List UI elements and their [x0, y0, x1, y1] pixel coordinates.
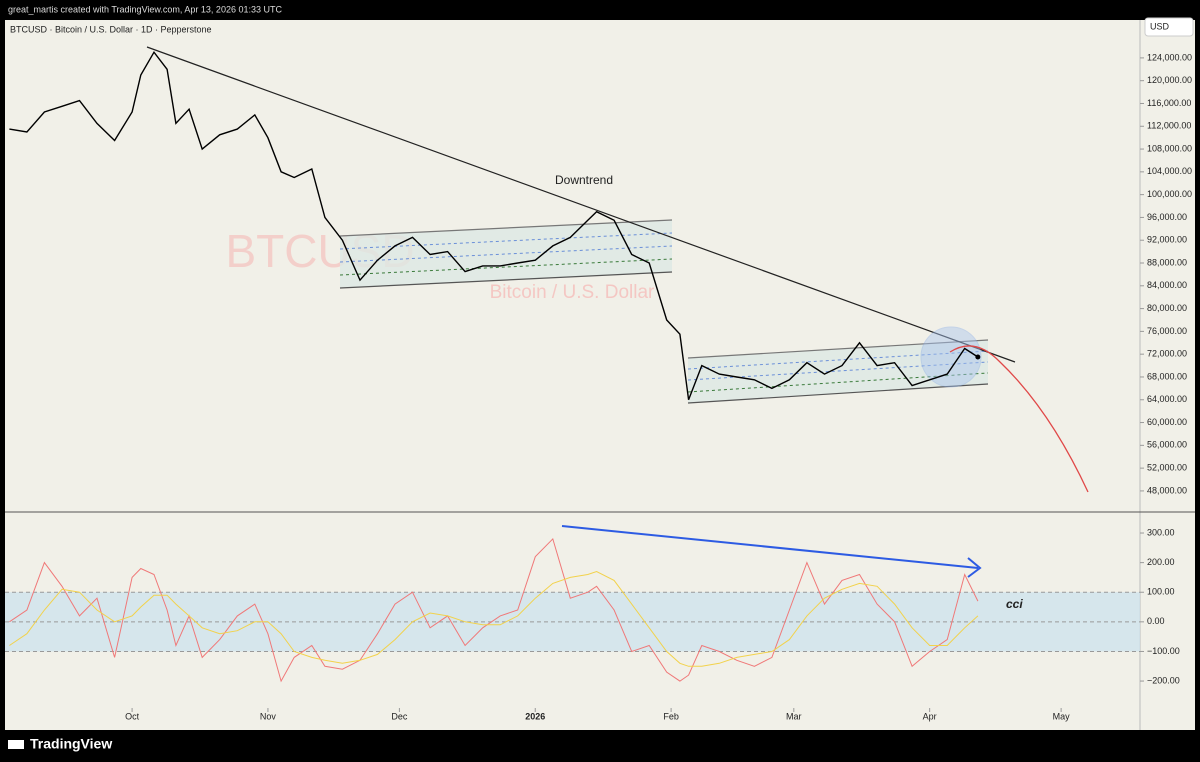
brand: TradingView [30, 736, 112, 752]
y-tick-label: 100,000.00 [1147, 189, 1192, 199]
series-line [9, 537, 979, 683]
projection-curve [949, 345, 1089, 493]
channel-level [687, 350, 989, 370]
y-tick-label: 64,000.00 [1147, 394, 1187, 404]
x-tick-label: Feb [663, 711, 679, 721]
watermark-description: Bitcoin / U.S. Dollar [490, 282, 655, 303]
channel-level [687, 372, 989, 393]
y-tick-label: 104,000.00 [1147, 166, 1192, 176]
annotation: Downtrend [555, 173, 613, 187]
divergence-arrow [561, 525, 979, 569]
y-tick-label: 0.00 [1147, 616, 1165, 626]
channel-level [339, 245, 673, 263]
channel-line [339, 271, 673, 289]
y-tick-label: 56,000.00 [1147, 440, 1187, 450]
y-tick-label: 60,000.00 [1147, 417, 1187, 427]
series-line [9, 50, 979, 401]
channel-level [339, 258, 673, 276]
arrow-head [967, 557, 982, 578]
x-tick-label: Oct [125, 711, 140, 721]
y-tick-label: 76,000.00 [1147, 326, 1187, 336]
y-tick-label: 80,000.00 [1147, 303, 1187, 313]
y-tick-label: 72,000.00 [1147, 349, 1187, 359]
y-tick-label: 124,000.00 [1147, 52, 1192, 62]
highlight-circle [920, 326, 982, 388]
x-tick-label: 2026 [525, 711, 545, 721]
channel-fill [340, 220, 672, 288]
y-tick-label: 68,000.00 [1147, 371, 1187, 381]
channel-line [687, 339, 989, 359]
y-tick-label: 88,000.00 [1147, 257, 1187, 267]
currency-box [1144, 17, 1194, 37]
y-tick-label: 116,000.00 [1147, 98, 1191, 108]
y-tick-label: 108,000.00 [1147, 143, 1192, 153]
channel-line [339, 219, 673, 237]
x-tick-label: Dec [391, 711, 408, 721]
y-tick-label: 48,000.00 [1147, 485, 1187, 495]
drawings [146, 46, 1089, 578]
x-tick-label: Apr [923, 711, 937, 721]
y-tick-label: 100.00 [1147, 587, 1175, 597]
y-tick-label: −200.00 [1147, 675, 1180, 685]
y-tick-label: 200.00 [1147, 557, 1175, 567]
y-tick-label: 120,000.00 [1147, 75, 1192, 85]
channel-line [687, 383, 989, 404]
annotation: cci [1006, 597, 1023, 611]
trend-line [146, 46, 1016, 363]
y-tick-label: 92,000.00 [1147, 235, 1187, 245]
x-tick-label: Mar [786, 711, 802, 721]
y-tick-label: 52,000.00 [1147, 463, 1187, 473]
currency-label: USD [1150, 21, 1170, 31]
last-point [975, 354, 981, 360]
y-tick-label: 300.00 [1147, 527, 1175, 537]
y-tick-label: 84,000.00 [1147, 280, 1187, 290]
header-text: great_martis created with TradingView.co… [8, 4, 282, 14]
x-tick-label: Nov [260, 711, 277, 721]
y-tick-label: 112,000.00 [1147, 121, 1191, 131]
x-tick-label: May [1053, 711, 1071, 721]
brand-logo [8, 740, 24, 749]
series-line [9, 570, 979, 667]
y-tick-label: −100.00 [1147, 646, 1180, 656]
chart-title: BTCUSD · Bitcoin / U.S. Dollar · 1D · Pe… [10, 24, 212, 34]
y-tick-label: 96,000.00 [1147, 212, 1187, 222]
